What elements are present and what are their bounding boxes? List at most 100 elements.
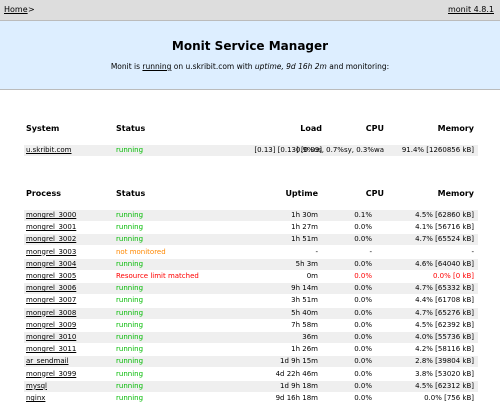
cell: 4.4% [61708 kB] bbox=[415, 296, 474, 305]
cell: 0.0% [0 kB] bbox=[432, 272, 474, 280]
cell: 3h 51m bbox=[291, 296, 318, 305]
cell: 4.0% [55736 kB] bbox=[415, 333, 474, 341]
cell: 0.0% bbox=[354, 369, 372, 378]
status-link[interactable]: running bbox=[142, 62, 172, 71]
column-header: CPU bbox=[365, 189, 384, 198]
cell: 0m bbox=[306, 272, 318, 280]
cell: 2.8% [39804 kB] bbox=[415, 357, 474, 366]
cell: 9d 16h 18m bbox=[275, 394, 318, 402]
cell: running bbox=[116, 296, 144, 305]
cell: 0.0% bbox=[354, 320, 372, 329]
cell: not monitored bbox=[116, 247, 166, 256]
intro-text: on u.skribit.com with bbox=[173, 62, 253, 71]
service-link[interactable]: mongrel_3000 bbox=[26, 211, 77, 219]
row-background bbox=[24, 307, 478, 319]
column-header: System bbox=[26, 124, 60, 133]
cell: running bbox=[116, 235, 144, 244]
cell: 4.5% [62312 kB] bbox=[415, 381, 474, 390]
cell: 5h 40m bbox=[291, 308, 318, 317]
cell: [0.13] [0.13] [0.09] bbox=[254, 146, 322, 154]
uptime: uptime, 9d 16h 2m bbox=[254, 62, 327, 71]
column-header: Load bbox=[300, 124, 322, 133]
cell: running bbox=[116, 394, 144, 402]
cell: 0.0% bbox=[354, 333, 372, 341]
cell: 0.0% bbox=[354, 272, 372, 280]
cell: 0.0% bbox=[354, 259, 372, 268]
row-background bbox=[24, 356, 478, 368]
nav-bar: Home > monit 4.8.1 bbox=[0, 0, 500, 21]
intro-text: and monitoring: bbox=[329, 62, 390, 71]
service-link[interactable]: mysql bbox=[26, 381, 47, 390]
row-background bbox=[24, 234, 478, 246]
cell: 7h 58m bbox=[291, 320, 318, 329]
cell: 0.0% bbox=[354, 296, 372, 305]
service-link[interactable]: mongrel_3006 bbox=[26, 284, 77, 293]
service-link[interactable]: ar_sendmail bbox=[26, 357, 69, 366]
cell: 36m bbox=[302, 333, 318, 341]
cell: Resource limit matched bbox=[116, 272, 199, 280]
cell: 0.0% bbox=[354, 345, 372, 354]
service-link[interactable]: mongrel_3003 bbox=[26, 247, 77, 256]
cell: 1h 26m bbox=[291, 345, 318, 354]
version-link[interactable]: monit 4.8.1 bbox=[447, 5, 494, 14]
service-link[interactable]: u.skribit.com bbox=[26, 146, 72, 154]
cell: 4.1% [56716 kB] bbox=[415, 223, 474, 232]
cell: running bbox=[116, 381, 144, 390]
service-link[interactable]: mongrel_3001 bbox=[26, 223, 77, 232]
cell: 0.0% bbox=[354, 381, 372, 390]
service-link[interactable]: mongrel_3009 bbox=[26, 320, 77, 329]
column-header: CPU bbox=[365, 124, 384, 133]
column-header: Memory bbox=[437, 124, 474, 133]
service-link[interactable]: nginx bbox=[26, 394, 46, 402]
cell: 4.5% [62860 kB] bbox=[415, 211, 474, 219]
cell: 1d 9h 15m bbox=[280, 357, 318, 366]
cell: 0.0% bbox=[354, 235, 372, 244]
service-link[interactable]: mongrel_3004 bbox=[26, 259, 77, 268]
cell: 0.0% [756 kB] bbox=[424, 394, 474, 402]
service-link[interactable]: mongrel_3002 bbox=[26, 235, 77, 244]
home-link[interactable]: Home bbox=[4, 5, 28, 14]
cell: running bbox=[116, 223, 144, 232]
cell: running bbox=[116, 333, 144, 341]
cell: 5h 3m bbox=[295, 259, 318, 268]
separator: > bbox=[28, 5, 35, 14]
cell: running bbox=[116, 146, 144, 154]
cell: 0.1% bbox=[354, 211, 372, 219]
cell: 1h 51m bbox=[291, 235, 318, 244]
column-header: Uptime bbox=[285, 189, 318, 198]
cell: 91.4% [1260856 kB] bbox=[401, 146, 474, 154]
cell: 4.2% [58116 kB] bbox=[415, 345, 474, 354]
cell: 4d 22h 46m bbox=[275, 369, 318, 378]
service-link[interactable]: mongrel_3005 bbox=[26, 272, 77, 280]
cell: 0.0% bbox=[354, 308, 372, 317]
service-link[interactable]: mongrel_3007 bbox=[26, 296, 77, 305]
cell: 1h 27m bbox=[291, 223, 318, 232]
cell: running bbox=[116, 345, 144, 354]
cell: 0.0% bbox=[354, 223, 372, 232]
row-background bbox=[24, 210, 478, 221]
cell: running bbox=[116, 369, 144, 378]
cell: running bbox=[116, 284, 144, 293]
column-header: Status bbox=[116, 124, 146, 133]
row-background bbox=[24, 380, 478, 392]
header-band: Monit Service Manager Monit is running o… bbox=[0, 21, 500, 90]
cell: 0.0% bbox=[354, 357, 372, 366]
cell: 1d 9h 18m bbox=[280, 381, 318, 390]
cell: 4.5% [62392 kB] bbox=[415, 320, 474, 329]
intro-text: Monit is bbox=[110, 62, 141, 71]
cell: running bbox=[116, 320, 144, 329]
service-link[interactable]: mongrel_3010 bbox=[26, 333, 77, 341]
cell: running bbox=[116, 211, 144, 219]
service-link[interactable]: mongrel_3011 bbox=[26, 345, 77, 354]
cell: running bbox=[116, 357, 144, 366]
cell: - bbox=[315, 247, 318, 256]
service-link[interactable]: mongrel_3008 bbox=[26, 308, 77, 317]
column-header: Process bbox=[26, 189, 61, 198]
cell: 4.7% [65524 kB] bbox=[415, 235, 474, 244]
row-background bbox=[24, 145, 478, 156]
service-link[interactable]: mongrel_3099 bbox=[26, 369, 77, 378]
cell: 0.0% bbox=[354, 394, 372, 402]
cell: 9h 14m bbox=[291, 284, 318, 293]
title: Monit Service Manager bbox=[171, 39, 329, 53]
